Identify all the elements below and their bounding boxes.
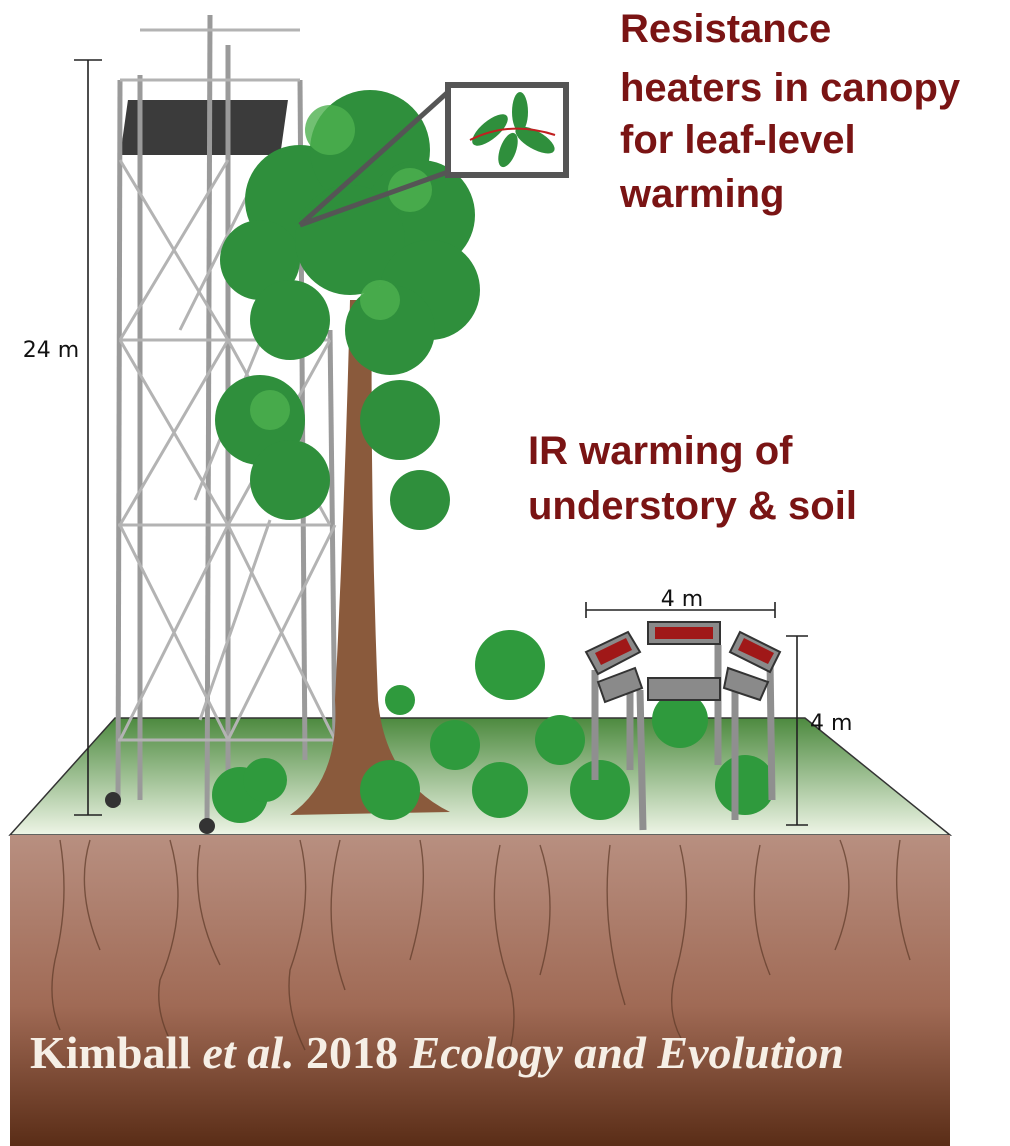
tree [215, 90, 480, 815]
citation-author: Kimball [30, 1027, 191, 1078]
label-line: for leaf-level [620, 118, 856, 162]
tower-pole [207, 15, 210, 830]
rig-height-label: 4 m [810, 711, 852, 736]
label-line: Resistance [620, 7, 831, 51]
citation-journal: Ecology and Evolution [409, 1027, 844, 1078]
citation: Kimball et al. 2018 Ecology and Evolutio… [30, 1027, 844, 1078]
citation-etal: et al. [203, 1027, 295, 1078]
tower-pole [118, 80, 120, 805]
canopy-heaters-label: Resistance heaters in canopy for leaf-le… [619, 7, 971, 216]
label-line: understory & soil [528, 484, 857, 528]
ir-warming-label: IR warming of understory & soil [528, 429, 857, 528]
tower-pole [330, 330, 335, 745]
label-line: heaters in canopy [620, 66, 961, 110]
tower-wheel [105, 792, 121, 808]
tower-wheel [199, 818, 215, 834]
label-line: IR warming of [528, 429, 793, 473]
soil-block [10, 835, 950, 1146]
citation-year: 2018 [306, 1027, 398, 1078]
diagram: 24 m 4 m 4 m Resistance heaters in canop… [0, 0, 1010, 1146]
tower-height-label: 24 m [23, 338, 79, 363]
rig-width-label: 4 m [661, 587, 703, 612]
label-line: warming [619, 172, 784, 216]
tower-platform [120, 100, 288, 155]
